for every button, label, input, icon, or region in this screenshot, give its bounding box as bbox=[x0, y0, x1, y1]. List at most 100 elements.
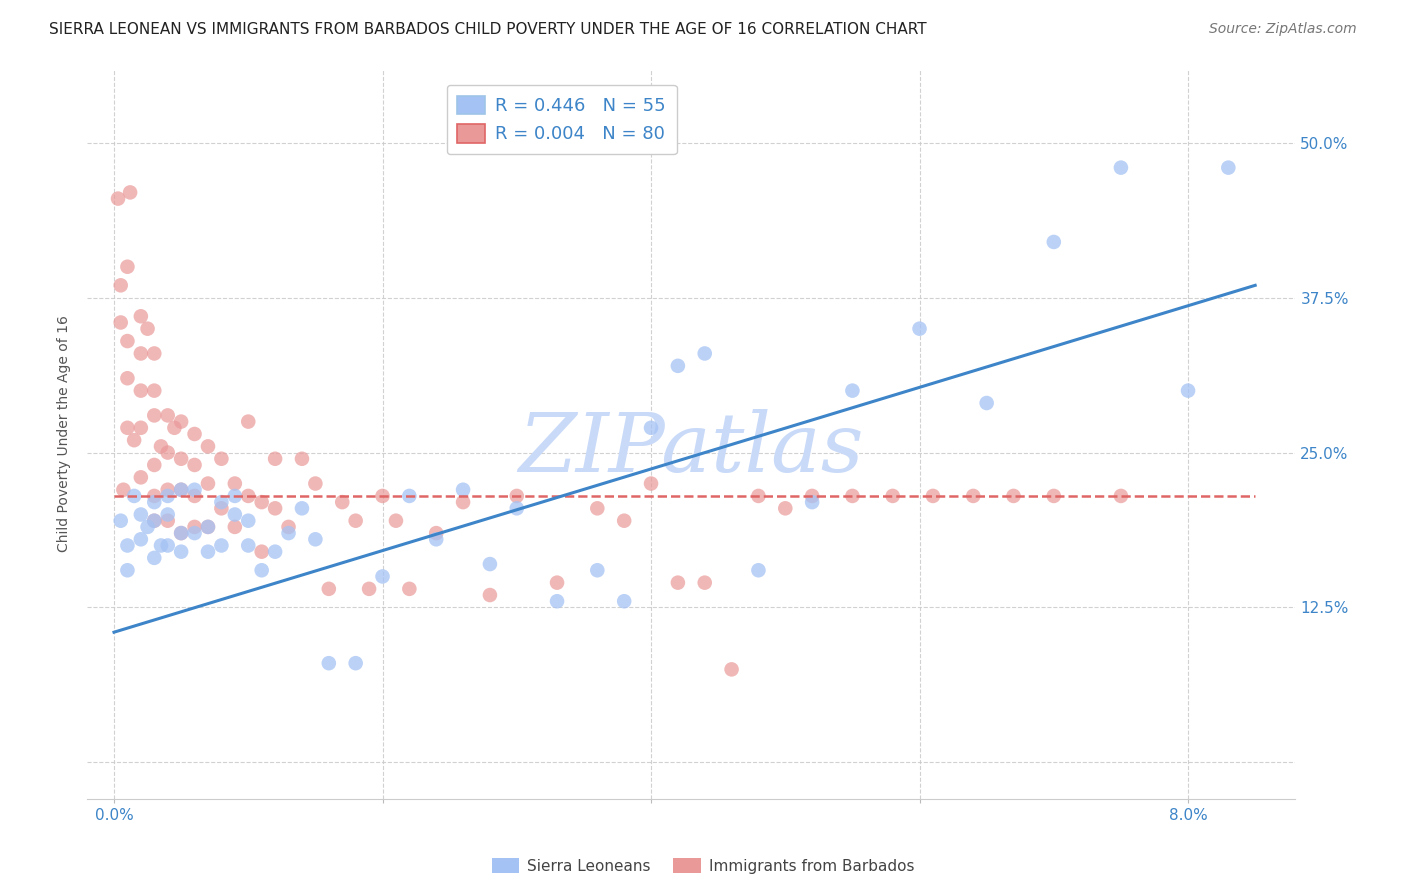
Point bbox=[122, 433, 145, 447]
Point bbox=[304, 533, 326, 547]
Text: Source: ZipAtlas.com: Source: ZipAtlas.com bbox=[1209, 22, 1357, 37]
Point bbox=[451, 495, 474, 509]
Point bbox=[156, 514, 179, 528]
Point bbox=[962, 489, 984, 503]
Point bbox=[224, 508, 246, 522]
Point bbox=[801, 495, 824, 509]
Point bbox=[170, 451, 193, 466]
Point bbox=[170, 415, 193, 429]
Point bbox=[156, 508, 179, 522]
Point bbox=[371, 569, 394, 583]
Point bbox=[250, 563, 273, 577]
Point bbox=[398, 489, 420, 503]
Y-axis label: Child Poverty Under the Age of 16: Child Poverty Under the Age of 16 bbox=[58, 316, 72, 552]
Point bbox=[143, 409, 166, 423]
Point bbox=[318, 582, 340, 596]
Point bbox=[801, 489, 824, 503]
Point bbox=[693, 346, 716, 360]
Point bbox=[143, 489, 166, 503]
Point bbox=[250, 544, 273, 558]
Point bbox=[156, 445, 179, 459]
Point bbox=[170, 483, 193, 497]
Point bbox=[197, 476, 219, 491]
Point bbox=[506, 489, 529, 503]
Point bbox=[156, 409, 179, 423]
Point bbox=[359, 582, 381, 596]
Point bbox=[1177, 384, 1199, 398]
Point bbox=[143, 550, 166, 565]
Point bbox=[238, 539, 260, 553]
Point bbox=[425, 533, 447, 547]
Point bbox=[344, 656, 367, 670]
Point bbox=[238, 489, 260, 503]
Point bbox=[183, 489, 205, 503]
Point bbox=[197, 439, 219, 453]
Point bbox=[586, 501, 609, 516]
Point bbox=[546, 575, 568, 590]
Point bbox=[922, 489, 945, 503]
Point bbox=[304, 476, 326, 491]
Point bbox=[110, 278, 132, 293]
Point bbox=[129, 310, 152, 324]
Point bbox=[238, 514, 260, 528]
Point bbox=[478, 557, 501, 571]
Point bbox=[666, 359, 689, 373]
Point bbox=[156, 483, 179, 497]
Point bbox=[264, 501, 287, 516]
Point bbox=[209, 501, 232, 516]
Point bbox=[129, 533, 152, 547]
Point bbox=[129, 508, 152, 522]
Point bbox=[136, 520, 159, 534]
Point bbox=[209, 539, 232, 553]
Point bbox=[209, 495, 232, 509]
Point bbox=[197, 520, 219, 534]
Point bbox=[318, 656, 340, 670]
Point bbox=[250, 495, 273, 509]
Point bbox=[197, 544, 219, 558]
Point bbox=[170, 526, 193, 541]
Point bbox=[841, 489, 863, 503]
Point bbox=[170, 483, 193, 497]
Point bbox=[183, 458, 205, 472]
Point bbox=[720, 662, 742, 676]
Point bbox=[882, 489, 904, 503]
Point bbox=[163, 421, 186, 435]
Point bbox=[183, 526, 205, 541]
Point bbox=[451, 483, 474, 497]
Point bbox=[291, 451, 314, 466]
Point bbox=[613, 514, 636, 528]
Point bbox=[117, 334, 139, 348]
Point bbox=[120, 186, 142, 200]
Point bbox=[117, 260, 139, 274]
Point bbox=[1109, 489, 1132, 503]
Point bbox=[156, 489, 179, 503]
Point bbox=[107, 192, 129, 206]
Point bbox=[640, 476, 662, 491]
Point bbox=[693, 575, 716, 590]
Point bbox=[170, 544, 193, 558]
Point bbox=[908, 321, 931, 335]
Point bbox=[330, 495, 353, 509]
Point bbox=[371, 489, 394, 503]
Point bbox=[110, 514, 132, 528]
Point bbox=[150, 539, 173, 553]
Point bbox=[112, 483, 135, 497]
Point bbox=[1043, 235, 1066, 249]
Point bbox=[136, 321, 159, 335]
Point bbox=[183, 483, 205, 497]
Point bbox=[398, 582, 420, 596]
Point bbox=[170, 526, 193, 541]
Point bbox=[224, 476, 246, 491]
Point bbox=[425, 526, 447, 541]
Point bbox=[129, 346, 152, 360]
Point bbox=[478, 588, 501, 602]
Point bbox=[747, 563, 769, 577]
Point bbox=[264, 544, 287, 558]
Point bbox=[117, 371, 139, 385]
Point bbox=[238, 415, 260, 429]
Point bbox=[150, 439, 173, 453]
Point bbox=[586, 563, 609, 577]
Point bbox=[385, 514, 408, 528]
Point bbox=[224, 520, 246, 534]
Point bbox=[143, 346, 166, 360]
